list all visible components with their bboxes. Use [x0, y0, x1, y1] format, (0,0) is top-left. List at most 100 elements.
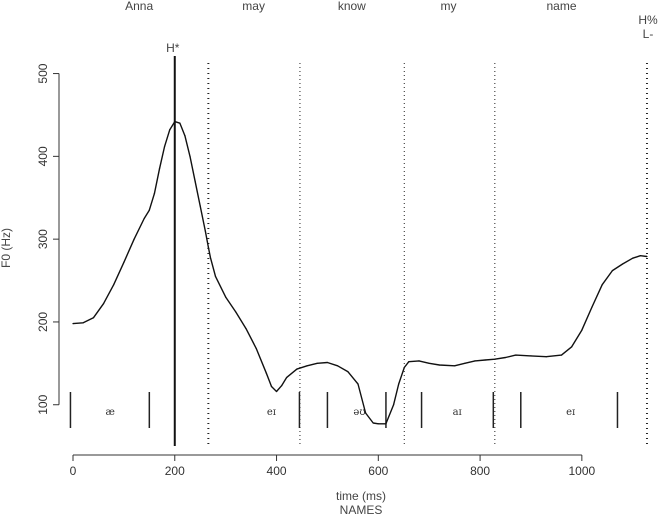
f0-point: [408, 361, 410, 363]
f0-point: [545, 356, 547, 358]
word-label: my: [441, 0, 457, 13]
f0-point: [245, 327, 247, 330]
x-tick-label: 0: [70, 464, 77, 478]
f0-point: [646, 255, 648, 258]
f0-point: [494, 358, 496, 360]
f0-point: [571, 346, 573, 348]
tone-label: H%: [638, 13, 658, 27]
f0-point: [92, 317, 94, 319]
phone-label: eɪ: [267, 407, 276, 418]
f0-point: [265, 372, 267, 374]
annotations: Anna may know my name H* H%L-æ eɪ əʊ aɪ eɪ: [69, 0, 658, 446]
f0-point: [102, 303, 105, 305]
f0-point: [418, 360, 420, 362]
f0-contour-line: [72, 120, 648, 425]
f0-point: [515, 354, 517, 356]
f0-point: [194, 180, 196, 182]
f0-point: [275, 390, 278, 393]
f0-point: [82, 322, 84, 324]
f0-point: [214, 275, 217, 278]
f0-point: [148, 209, 150, 211]
f0-point: [621, 263, 624, 265]
f0-point: [207, 246, 209, 249]
f0-point: [72, 323, 74, 325]
f0-point: [296, 368, 298, 370]
f0-point: [632, 257, 634, 259]
y-tick-label: 100: [36, 394, 50, 414]
f0-point: [454, 365, 456, 367]
y-tick-label: 300: [36, 229, 50, 249]
f0-point: [530, 355, 532, 357]
y-tick-label: 400: [36, 146, 50, 166]
f0-point: [123, 261, 125, 263]
f0-point: [158, 168, 161, 170]
y-tick-label: 500: [36, 63, 50, 83]
x-tick-label: 800: [470, 464, 490, 478]
f0-point: [199, 205, 201, 207]
y-axis-label: F0 (Hz): [0, 228, 13, 268]
x-tick-label: 1000: [568, 464, 595, 478]
f0-point: [385, 423, 387, 425]
f0-point: [270, 385, 273, 388]
f0-point: [174, 120, 176, 123]
f0-point: [484, 359, 486, 361]
f0-point: [347, 371, 349, 373]
word-label: Anna: [125, 0, 153, 13]
word-label: know: [338, 0, 366, 13]
f0-point: [601, 284, 603, 286]
f0-point: [611, 270, 613, 272]
f0-point: [639, 255, 641, 257]
f0-point: [464, 362, 466, 364]
f0-point: [581, 329, 583, 331]
f0-point: [438, 364, 440, 366]
phone-label: eɪ: [566, 407, 575, 418]
f0-point: [204, 230, 206, 232]
tone-label: L-: [643, 27, 654, 41]
chart-marks: [72, 120, 648, 425]
word-label: name: [546, 0, 576, 13]
f0-point: [225, 296, 227, 298]
f0-point: [184, 135, 186, 137]
chart-caption: NAMES: [340, 503, 383, 517]
f0-point: [153, 193, 156, 195]
f0-point: [286, 376, 288, 379]
f0-point: [428, 362, 430, 364]
x-tick-label: 200: [165, 464, 185, 478]
phone-label: əʊ: [353, 407, 365, 418]
f0-point: [209, 256, 211, 258]
axes: 0 200 400 600 800 1000 100 200 300 400 500: [36, 63, 596, 478]
f0-point: [306, 365, 308, 367]
y-tick-label: 200: [36, 312, 50, 332]
f0-point: [392, 404, 395, 406]
f0-point: [179, 122, 181, 124]
f0-point: [372, 422, 374, 424]
f0-point: [403, 366, 405, 369]
f0-point: [113, 284, 115, 286]
x-tick-label: 400: [267, 464, 287, 478]
word-label: may: [242, 0, 265, 13]
f0-point: [337, 365, 339, 367]
f0-point: [255, 347, 257, 350]
tone-label: H*: [166, 41, 180, 55]
f0-point: [189, 155, 191, 157]
f0-point: [163, 145, 166, 148]
f0-point: [377, 423, 379, 425]
f0-point: [474, 360, 476, 362]
phone-label: æ: [105, 407, 114, 418]
f0-point: [560, 354, 563, 356]
f0-point: [235, 311, 237, 313]
x-axis-label: time (ms): [336, 489, 386, 503]
f0-point: [281, 385, 283, 387]
f0-point: [133, 238, 135, 240]
phone-label: aɪ: [453, 407, 462, 418]
f0-point: [143, 217, 145, 220]
f0-point: [169, 129, 171, 131]
f0-point: [504, 356, 507, 359]
f0-point: [398, 383, 400, 385]
f0-point: [316, 362, 318, 364]
f0-point: [591, 306, 593, 308]
x-tick-label: 600: [368, 464, 388, 478]
f0-point: [326, 361, 329, 364]
f0-point: [364, 412, 367, 414]
